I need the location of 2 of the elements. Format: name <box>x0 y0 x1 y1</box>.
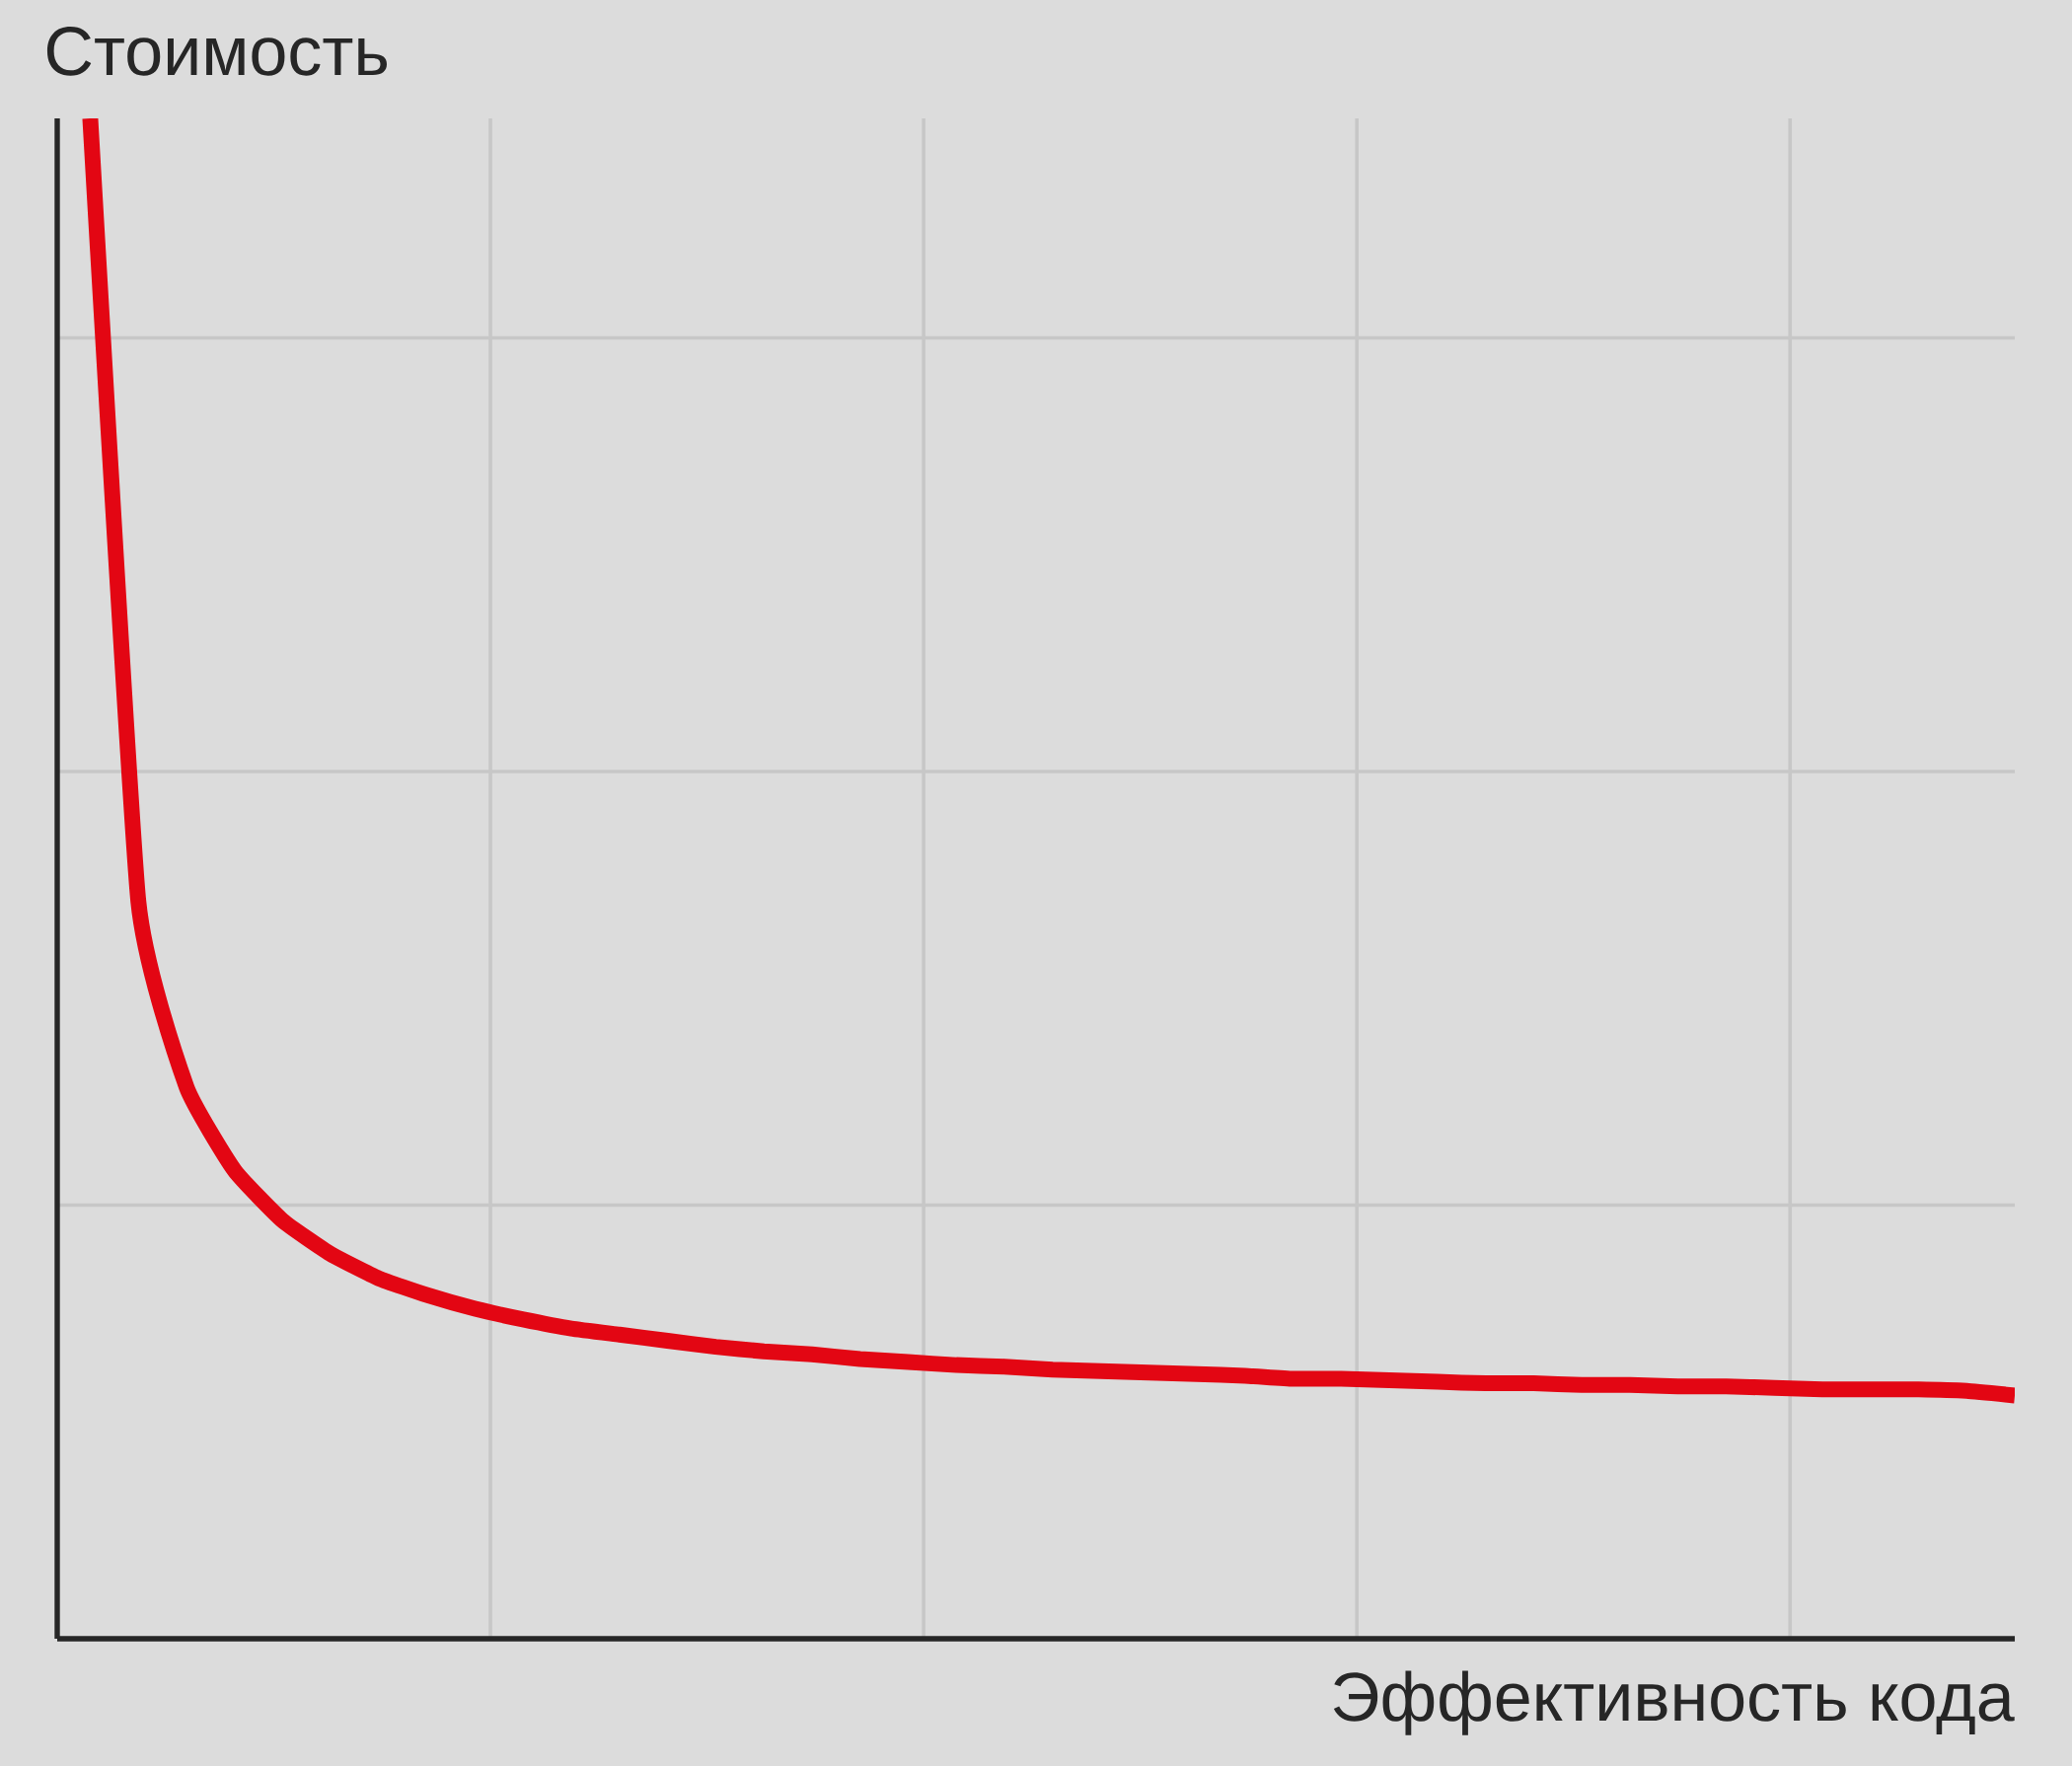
x-axis-title: Эффективность кода <box>1333 1670 2015 1735</box>
y-axis-title: Стоимость <box>46 27 388 76</box>
